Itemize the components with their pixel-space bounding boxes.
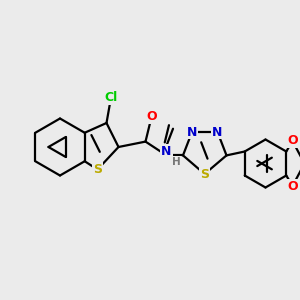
- Text: O: O: [287, 179, 298, 193]
- Text: O: O: [146, 110, 157, 124]
- Text: N: N: [187, 125, 197, 139]
- Text: H: H: [172, 157, 181, 167]
- Text: O: O: [287, 134, 298, 148]
- Text: S: S: [200, 167, 209, 181]
- Text: Cl: Cl: [104, 91, 118, 104]
- Text: N: N: [161, 145, 172, 158]
- Text: N: N: [212, 125, 223, 139]
- Text: S: S: [93, 163, 102, 176]
